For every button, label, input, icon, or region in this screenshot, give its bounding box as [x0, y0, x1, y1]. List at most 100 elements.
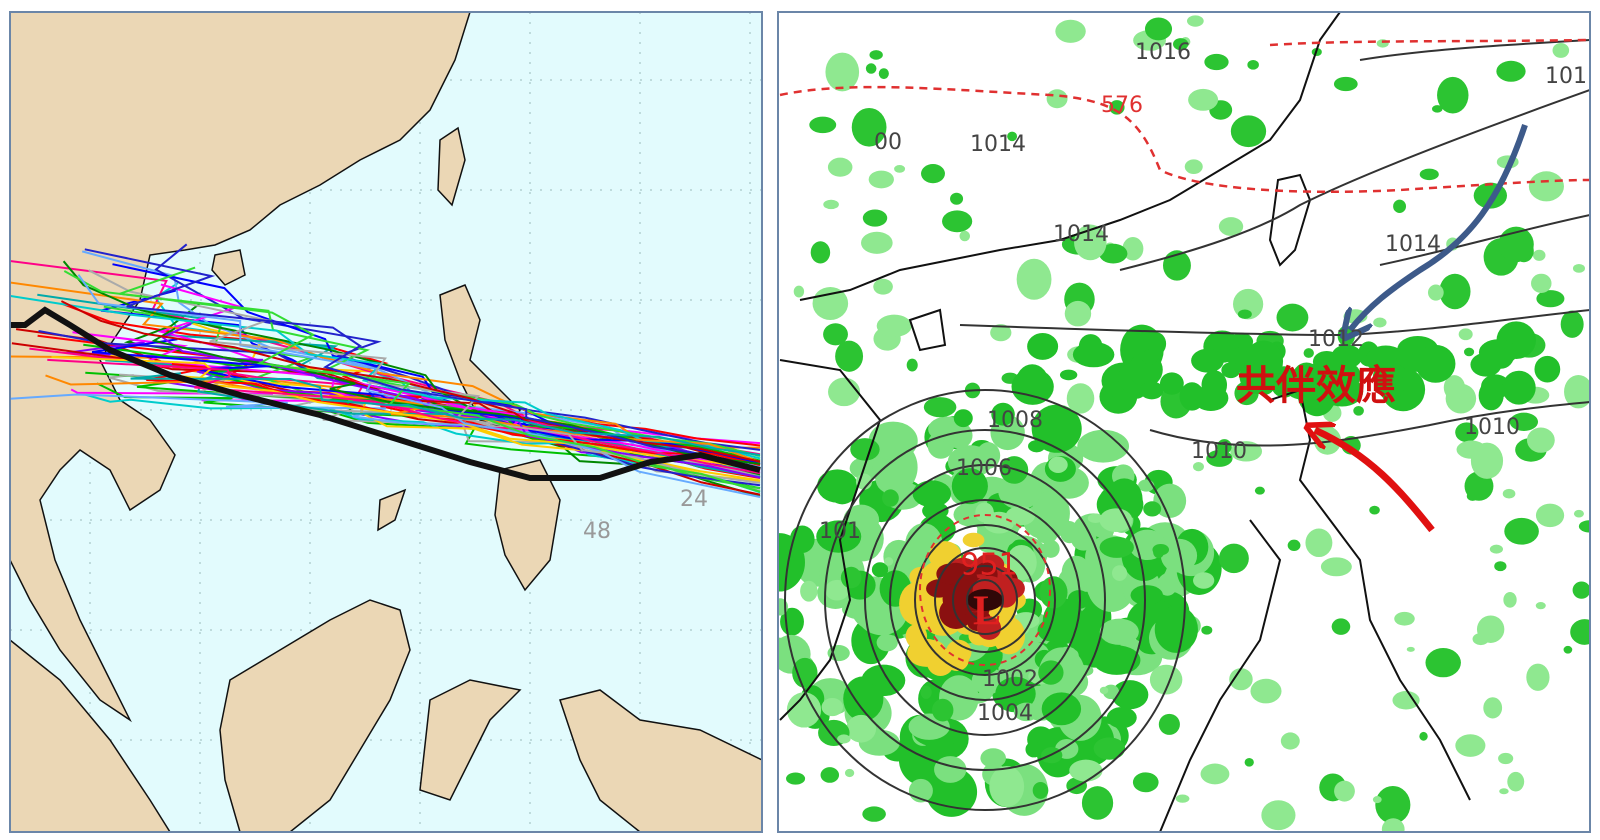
rain-cell — [1143, 501, 1162, 517]
rain-cell — [1186, 15, 1204, 27]
rain-cell — [1507, 771, 1525, 792]
rain-cell — [1078, 334, 1103, 359]
map-bg — [778, 12, 1590, 832]
rain-cell — [1443, 375, 1466, 400]
rain-cell — [820, 767, 840, 783]
rain-cell — [1099, 686, 1109, 695]
rain-cell — [932, 698, 954, 722]
rain-cell — [1032, 781, 1049, 799]
precipitation — [778, 15, 1590, 832]
rain-cell — [821, 697, 844, 717]
height-contour — [919, 514, 1051, 666]
rain-cell — [865, 63, 877, 74]
rain-cell — [1572, 581, 1590, 599]
isobar-label: 1006 — [956, 456, 1012, 481]
rain-cell — [1563, 645, 1573, 654]
rain-cell — [1392, 690, 1420, 710]
isobar-label: 1008 — [987, 408, 1043, 433]
rain-cell — [1099, 618, 1139, 645]
rain-cell — [923, 397, 957, 418]
rain-cell — [1463, 347, 1475, 357]
rain-cell — [1218, 217, 1244, 236]
rain-cell — [868, 170, 894, 189]
rain-cell — [851, 107, 887, 147]
rain-cell — [976, 442, 1001, 469]
rain-cell — [1159, 372, 1184, 395]
rain-cell — [1455, 422, 1479, 443]
left-panel: 24 48 — [10, 12, 762, 832]
rain-cell — [793, 285, 805, 298]
rain-cell — [1381, 818, 1405, 832]
rain-cell — [1111, 680, 1149, 710]
rain-cell — [920, 685, 932, 699]
rain-cell — [1071, 635, 1095, 653]
rain-cell — [1509, 412, 1539, 431]
rain-cell — [1552, 42, 1570, 58]
rain-cell — [876, 633, 898, 652]
rain-cell — [1564, 374, 1590, 409]
rain-cell — [1112, 565, 1128, 581]
rain-cell — [1483, 697, 1503, 719]
rain-cell — [873, 278, 893, 295]
rain-cell — [792, 657, 818, 688]
rain-cell — [1158, 713, 1180, 735]
rain-cell — [989, 765, 1025, 807]
rain-cell — [1092, 645, 1141, 675]
rain-cell — [990, 324, 1012, 342]
rain-cell — [1393, 199, 1407, 214]
rain-cell — [1287, 539, 1301, 551]
rain-cell — [1031, 404, 1082, 453]
rain-cell — [1099, 536, 1134, 558]
rain-cell — [1147, 332, 1167, 356]
land — [10, 12, 762, 832]
isobars — [784, 39, 1590, 811]
rain-cell — [1498, 752, 1514, 765]
rain-cell — [1406, 646, 1415, 652]
rain-cell — [1320, 557, 1352, 577]
rain-cell — [1534, 355, 1561, 383]
rain-cell — [1415, 344, 1456, 383]
height-label: 576 — [1101, 93, 1143, 118]
rain-cell — [1536, 290, 1565, 308]
rain-cell — [810, 241, 831, 264]
isobar-label: 1004 — [977, 701, 1033, 726]
rain-cell — [1132, 772, 1159, 793]
rain-cell — [1254, 486, 1265, 495]
rain-cell — [1503, 591, 1517, 608]
rain-cell — [884, 557, 894, 566]
rain-cell — [1048, 456, 1068, 473]
rain-cell — [1528, 171, 1564, 202]
rain-cell — [1157, 573, 1178, 596]
rain-cell — [1099, 508, 1133, 532]
rain-cell — [942, 210, 973, 233]
rain-cell — [876, 314, 912, 337]
rain-cell — [1502, 488, 1516, 499]
isobar-label: 101 — [1545, 64, 1587, 89]
rain-cell — [1106, 706, 1137, 729]
rain-cell — [1016, 258, 1052, 300]
rain-cell — [1066, 383, 1095, 414]
interaction-arrow — [1315, 430, 1435, 533]
rain-cell — [1175, 794, 1190, 803]
rain-cell — [828, 377, 861, 407]
rain-cell — [861, 231, 893, 254]
rain-cell — [912, 480, 952, 508]
rain-cell — [1064, 300, 1092, 327]
rain-cell — [962, 532, 985, 548]
rain-cell — [827, 157, 853, 177]
isobar-label: 101 — [819, 519, 861, 544]
rain-cell — [1425, 648, 1461, 678]
rain-cell — [1560, 310, 1584, 338]
rain-cell — [862, 209, 888, 227]
rain-cell — [980, 748, 1007, 768]
rain-cell — [1239, 358, 1276, 395]
rain-cell — [1247, 60, 1259, 70]
rain-cell — [1331, 618, 1351, 635]
rain-cell — [1200, 763, 1230, 785]
rain-cell — [1027, 333, 1059, 360]
rain-cell — [1173, 38, 1189, 51]
rain-cell — [1476, 615, 1505, 643]
rain-cell — [862, 806, 886, 822]
ensemble-tracks — [10, 243, 761, 498]
rain-cell — [899, 581, 937, 626]
